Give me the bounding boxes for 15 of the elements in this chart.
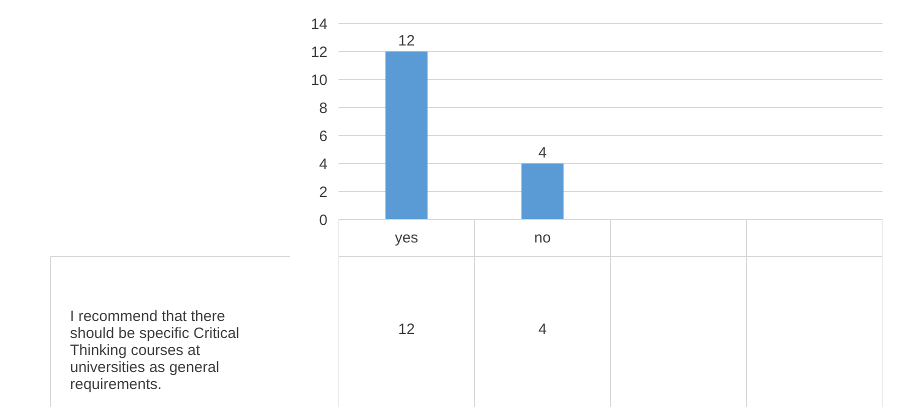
- x-tick-label: no: [534, 230, 551, 246]
- y-tick-label: 0: [319, 212, 328, 229]
- annotation: 12: [398, 32, 415, 50]
- y-tick-label: 12: [310, 44, 328, 61]
- y-tick-label: 2: [319, 184, 328, 201]
- x-tick-label: yes: [394, 230, 418, 246]
- data-label: 4: [538, 321, 547, 338]
- y-tick-label: 6: [319, 128, 328, 145]
- y-tick-label: 4: [319, 156, 328, 173]
- y-tick-label: 10: [310, 72, 328, 89]
- data-label: 12: [398, 321, 415, 338]
- y-tick-label: 14: [310, 16, 328, 33]
- text: I recommend that there should be specific Critical Thinking courses at universities as general requirements.: [70, 308, 240, 393]
- y-tick-label: 8: [319, 100, 328, 117]
- annotation: 4: [538, 144, 547, 162]
